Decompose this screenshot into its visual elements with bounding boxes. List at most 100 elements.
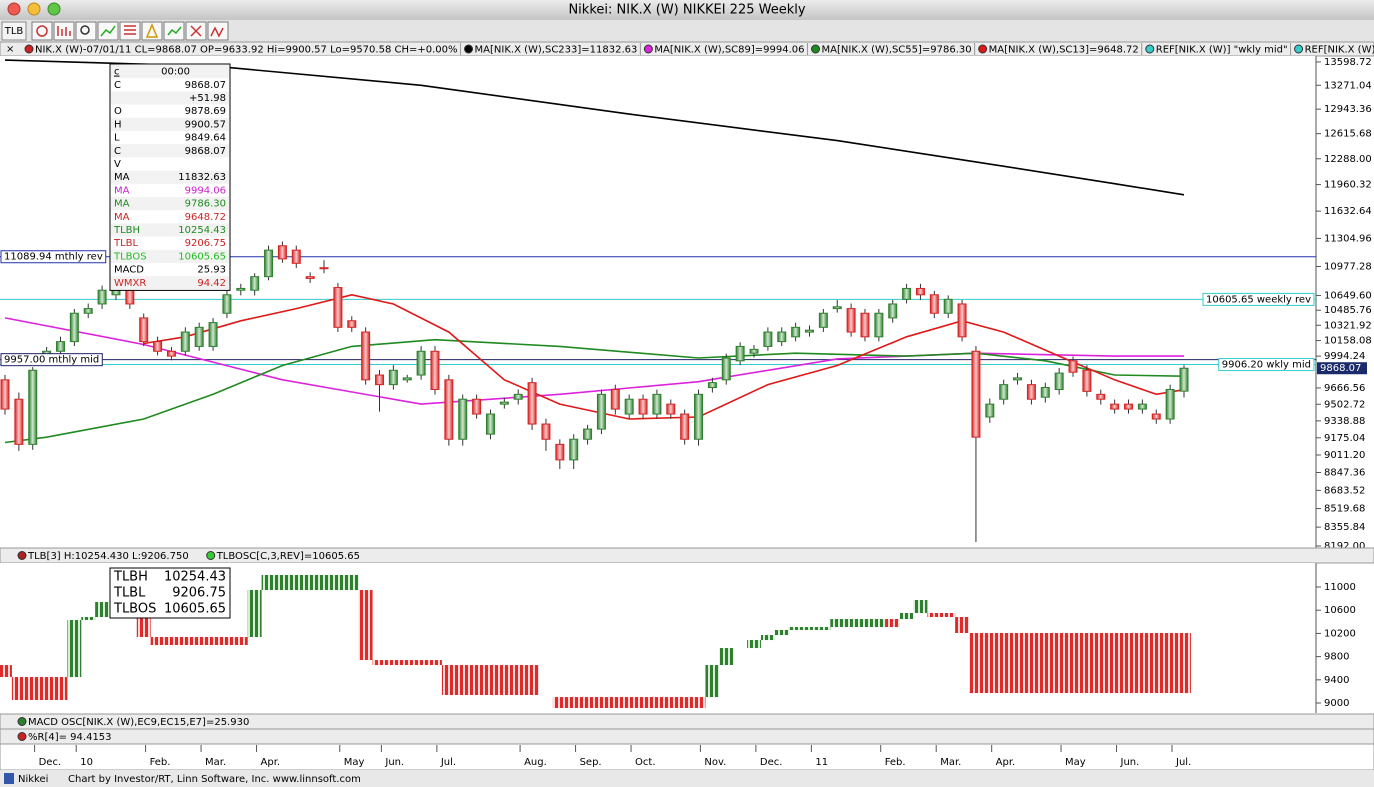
data-window-stripe: [111, 170, 229, 184]
y-tick-label: 9338.88: [1324, 416, 1365, 427]
reference-label: 9906.20 wkly mid: [1222, 360, 1311, 371]
y-tick-label: 12288.00: [1324, 154, 1372, 165]
tlb-block: [95, 602, 110, 618]
x-tick-label: 11: [815, 757, 828, 768]
reference-label: 11089.94 mthly rev: [4, 252, 103, 263]
tlb-block: [136, 617, 151, 638]
x-tick-label: Feb.: [885, 757, 906, 768]
candle-body: [874, 312, 884, 338]
tlb-block: [885, 619, 900, 628]
candle-body: [180, 331, 190, 352]
moving-average-line: [4, 317, 1184, 405]
legend-dot: [811, 44, 821, 54]
tlb-box-label: TLBOS: [113, 602, 156, 617]
panel-close[interactable]: ×: [6, 44, 14, 55]
candle-body: [402, 377, 412, 381]
icon-button[interactable]: [119, 21, 141, 41]
candle-body: [666, 403, 676, 415]
tlb-block: [81, 617, 96, 621]
data-window-label: O: [114, 106, 122, 117]
tlb-block: [774, 629, 789, 636]
legend-entry: TLBOSC[C,3,REV]=10605.65: [216, 551, 360, 562]
legend-entry: NIK.X (W)-07/01/11 CL=9868.07 OP=9633.92…: [35, 45, 458, 56]
candle-body: [153, 341, 163, 352]
candle-body: [735, 345, 745, 362]
toolbar-button[interactable]: [1, 21, 27, 41]
candle-body: [555, 443, 565, 461]
tlb-block: [261, 575, 359, 591]
candle-body: [499, 401, 509, 405]
x-tick-label: Apr.: [261, 757, 281, 768]
candle-body: [333, 287, 343, 328]
reference-label-box: [1218, 358, 1315, 372]
legend-entry: MA[NIK.X (W),SC55]=9786.30: [822, 45, 972, 56]
data-window-value: 10605.65: [178, 251, 226, 262]
y-tick-label: 10600: [1324, 605, 1356, 616]
zoom-button[interactable]: [47, 2, 61, 16]
data-window-stripe: [111, 65, 229, 79]
candle-body: [416, 350, 426, 376]
x-tick-label: Mar.: [205, 757, 226, 768]
icon-button[interactable]: [207, 21, 229, 41]
price-axis: 13598.72 13271.04 12943.36 12615.68 12288.00…: [1316, 57, 1372, 552]
data-window-label: MA: [114, 172, 130, 183]
candle-body: [860, 312, 870, 338]
data-window-stripe: [111, 91, 229, 105]
data-window-stripe: [111, 197, 229, 211]
x-tick-label: May: [344, 757, 365, 768]
data-window-value: 00:00: [161, 67, 190, 78]
moving-average-line: [4, 338, 1185, 444]
legend-dot: [24, 44, 34, 54]
data-window-label: V: [114, 159, 121, 170]
y-tick-label: 8847.36: [1324, 468, 1365, 479]
y-tick-label: 8519.68: [1324, 504, 1365, 515]
icon-button[interactable]: [75, 21, 97, 41]
x-tick-label: Jul.: [1175, 757, 1191, 768]
icon-button[interactable]: [53, 21, 75, 41]
close-button[interactable]: [7, 2, 21, 16]
candle-body: [985, 403, 995, 418]
tlb-block: [0, 665, 12, 678]
candle-body: [1082, 369, 1092, 392]
candle-body: [319, 267, 329, 270]
data-window-value: +51.98: [189, 93, 226, 104]
y-tick-label: 8355.84: [1324, 522, 1365, 533]
candle-body: [125, 289, 135, 305]
candle-body: [277, 245, 287, 260]
data-window-value: 11832.63: [178, 172, 226, 183]
glyph: [167, 26, 182, 36]
candle-body: [596, 393, 606, 430]
candle-body: [943, 298, 953, 314]
tlb-box-frame: [109, 567, 231, 619]
tlb-block: [67, 620, 82, 678]
reference-label: 10605.65 weekly rev: [1206, 294, 1311, 305]
tlb-axis: 11000 10600 10200 9800 9400 9000: [1316, 582, 1356, 709]
tlb-block: [830, 619, 886, 628]
tlb-block: [760, 635, 775, 641]
x-tick-label: Oct.: [635, 757, 655, 768]
candle-body: [0, 379, 10, 410]
time-axis-labels: Dec. 10 Feb. Mar. Apr. May Jun. Jul. Aug. Sep. Oct…: [34, 745, 1191, 768]
data-window-value: 9900.57: [185, 119, 226, 130]
candle-body: [194, 326, 204, 347]
data-window-label: c: [114, 67, 120, 78]
candle-body: [791, 326, 801, 338]
data-window-label: C: [114, 146, 121, 157]
candle-body: [69, 312, 79, 343]
x-tick-label: Jun.: [384, 757, 404, 768]
candle-body: [1110, 403, 1120, 410]
minimize-button[interactable]: [27, 2, 41, 16]
moving-average-line: [143, 293, 1185, 420]
data-window-value: 25.93: [197, 265, 226, 276]
y-tick-label: 13598.72: [1324, 57, 1372, 68]
candle-body: [999, 384, 1009, 400]
candle-body: [1013, 377, 1023, 381]
candle-body: [485, 413, 495, 435]
tlb-block: [552, 697, 706, 709]
icon-button[interactable]: [31, 21, 53, 41]
candle-body: [707, 382, 717, 388]
window-title: Nikkei: NIK.X (W) NIKKEI 225 Weekly: [568, 3, 805, 18]
y-tick-label: 10977.28: [1324, 261, 1372, 272]
data-window-label: MA: [114, 199, 130, 210]
